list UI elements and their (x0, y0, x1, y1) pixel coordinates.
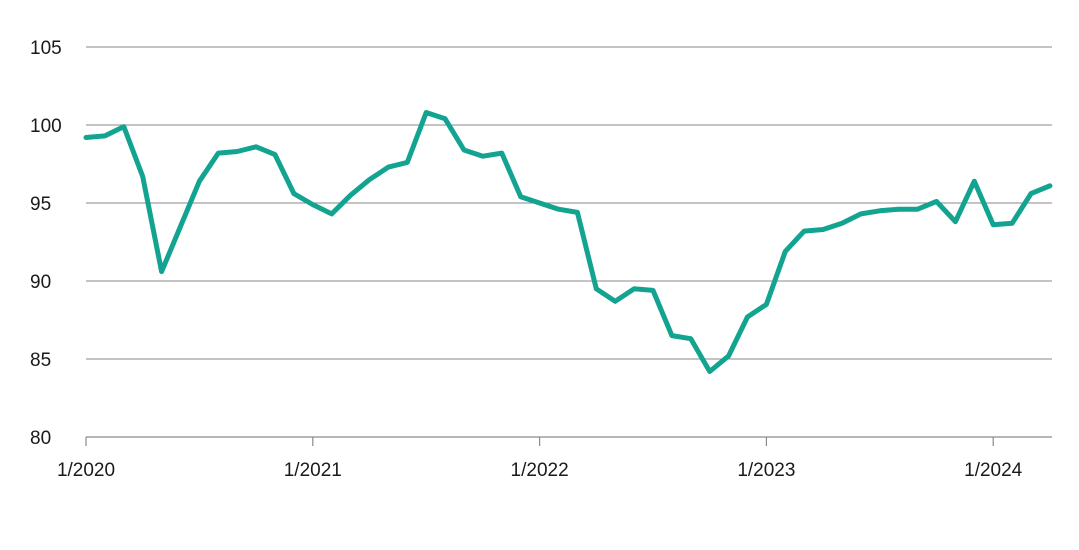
y-tick-label: 100 (30, 116, 62, 137)
y-tick-label: 80 (30, 428, 51, 449)
y-tick-label: 85 (30, 350, 51, 371)
x-tick-label: 1/2020 (57, 460, 115, 481)
y-tick-label: 95 (30, 194, 51, 215)
y-tick-label: 90 (30, 272, 51, 293)
x-tick-label: 1/2023 (737, 460, 795, 481)
series-line (83, 110, 1053, 374)
gridlines (86, 46, 1052, 360)
y-axis-tick-labels: 80 85 90 95 100 105 (30, 38, 62, 449)
x-tick-label: 1/2024 (964, 460, 1023, 481)
y-tick-label: 105 (30, 38, 62, 59)
x-axis-ticks: 1/2020 1/2021 1/2022 1/2023 1/2024 (57, 437, 1023, 481)
x-tick-label: 1/2022 (511, 460, 569, 481)
x-tick-label: 1/2021 (284, 460, 342, 481)
